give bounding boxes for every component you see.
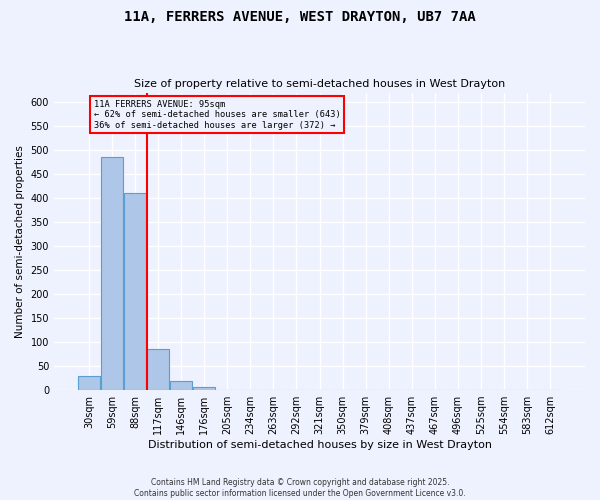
Title: Size of property relative to semi-detached houses in West Drayton: Size of property relative to semi-detach… [134,79,505,89]
Text: 11A FERRERS AVENUE: 95sqm
← 62% of semi-detached houses are smaller (643)
36% of: 11A FERRERS AVENUE: 95sqm ← 62% of semi-… [94,100,340,130]
Bar [147,350,169,390]
Bar [101,158,123,390]
Text: 11A, FERRERS AVENUE, WEST DRAYTON, UB7 7AA: 11A, FERRERS AVENUE, WEST DRAYTON, UB7 7… [124,10,476,24]
Y-axis label: Number of semi-detached properties: Number of semi-detached properties [15,145,25,338]
Text: Contains HM Land Registry data © Crown copyright and database right 2025.
Contai: Contains HM Land Registry data © Crown c… [134,478,466,498]
Bar [193,387,215,390]
X-axis label: Distribution of semi-detached houses by size in West Drayton: Distribution of semi-detached houses by … [148,440,491,450]
Bar [170,382,192,390]
Bar [124,194,146,390]
Bar [78,376,100,390]
